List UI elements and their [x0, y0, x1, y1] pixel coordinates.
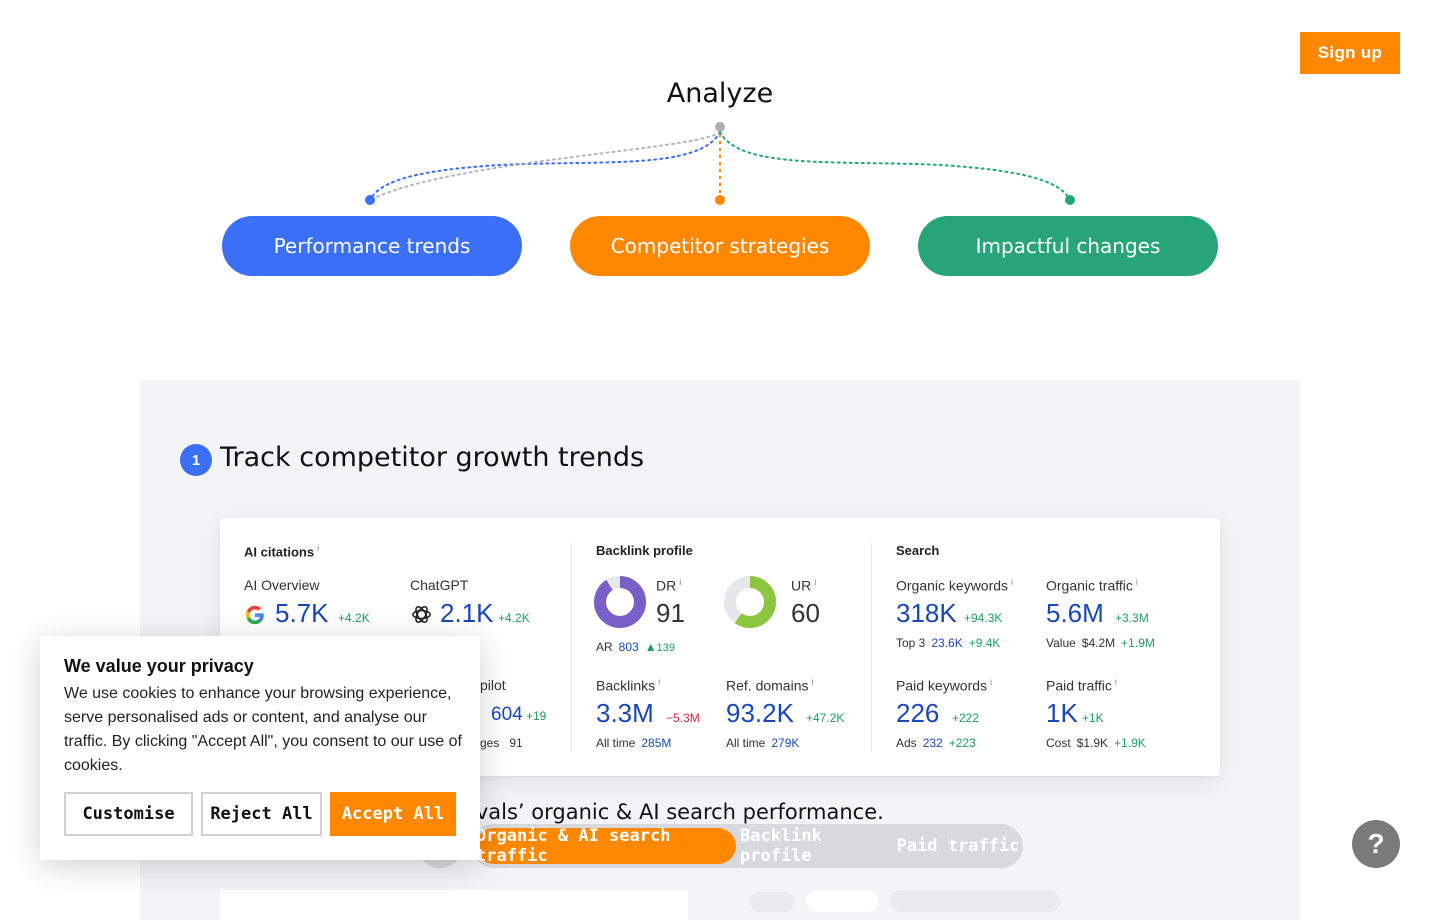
accept-all-button[interactable]: Accept All [330, 792, 456, 836]
google-icon [245, 605, 264, 625]
cookie-title: We value your privacy [64, 656, 254, 676]
ai-overview-label: AI Overview [244, 577, 320, 593]
analyze-heading: Analyze [666, 78, 774, 109]
paid-traffic-delta: +1K [1082, 711, 1104, 725]
info-icon[interactable]: i [679, 577, 682, 587]
tree-branch-blue [369, 131, 721, 201]
info-icon[interactable]: i [990, 677, 993, 687]
help-button[interactable]: ? [1352, 820, 1400, 868]
paid-keywords-label: Paid keywords i [896, 677, 993, 694]
section-subtitle: ivals’ organic & AI search performance. [470, 800, 884, 824]
backlink-profile-heading: Backlink profile [596, 543, 693, 558]
ads-stat: Ads 232 +223 [896, 736, 976, 750]
top3-stat: Top 3 23.6K +9.4K [896, 636, 1001, 650]
traffic-tabs: Organic & AI search traffic Backlink pro… [472, 824, 1023, 868]
dr-label: DR i [656, 577, 682, 594]
search-heading: Search [896, 543, 940, 558]
ur-label: UR i [791, 577, 817, 594]
ai-overview-delta: +4.2K [338, 611, 370, 625]
tree-root-node [715, 122, 725, 132]
dr-donut-fill [594, 576, 646, 628]
chatgpt-value: 2.1K [440, 598, 494, 628]
customise-button[interactable]: Customise [64, 792, 193, 836]
backlinks-value: 3.3M [596, 698, 654, 728]
organic-traffic-delta: +3.3M [1115, 611, 1149, 625]
info-icon[interactable]: i [1135, 577, 1138, 587]
ref-domains-delta: +47.2K [806, 711, 845, 725]
backlinks-delta: −5.3M [666, 711, 700, 725]
chatgpt-delta: +4.2K [498, 611, 530, 625]
paid-traffic-value: 1K [1046, 698, 1078, 728]
info-icon[interactable]: i [811, 677, 814, 687]
ref-domains-value: 93.2K [726, 698, 794, 728]
competitor-strategies-pill[interactable]: Competitor strategies [570, 216, 870, 276]
column-divider [871, 542, 872, 752]
section-title: Track competitor growth trends [220, 442, 645, 473]
ref-domains-alltime: All time 279K [726, 736, 800, 750]
organic-keywords-label: Organic keywords i [896, 577, 1014, 594]
ai-overview-value: 5.7K [275, 598, 329, 628]
ar-stat: AR 803 ▲139 [596, 640, 675, 654]
pages-stat: ges 91 [480, 736, 523, 750]
analyze-connector-tree [365, 122, 1075, 205]
step-number-badge: 1 [180, 444, 212, 476]
info-icon[interactable]: i [814, 577, 817, 587]
chatgpt-icon [412, 605, 431, 624]
sign-up-button[interactable]: Sign up [1300, 32, 1400, 74]
impactful-changes-pill[interactable]: Impactful changes [918, 216, 1218, 276]
filter-chip[interactable] [890, 890, 1060, 912]
info-icon[interactable]: i [1114, 677, 1117, 687]
filter-chip[interactable] [750, 892, 794, 912]
ur-value: 60 [791, 598, 820, 628]
tab-backlink-profile[interactable]: Backlink profile [740, 826, 822, 866]
ai-citations-heading: AI citations i [244, 543, 320, 560]
organic-traffic-value: 5.6M [1046, 598, 1104, 628]
performance-trends-pill[interactable]: Performance trends [222, 216, 522, 276]
paid-keywords-value: 226 [896, 698, 940, 728]
cost-stat: Cost $1.9K +1.9K [1046, 736, 1146, 750]
tree-node-blue [365, 195, 375, 205]
reject-all-button[interactable]: Reject All [201, 792, 322, 836]
tree-branch-green [719, 131, 1071, 201]
tree-node-orange [715, 195, 725, 205]
cookie-consent-dialog: We value your privacy We use cookies to … [40, 636, 480, 860]
column-divider [571, 542, 572, 752]
info-icon[interactable]: i [658, 677, 661, 687]
cookie-body: We use cookies to enhance your browsing … [64, 685, 462, 774]
tree-branch-blue-shade [369, 131, 721, 201]
copilot-value: 604 [491, 704, 523, 725]
paid-keywords-delta: +222 [952, 711, 980, 725]
tab-organic-ai-search-traffic[interactable]: Organic & AI search traffic [476, 826, 736, 866]
copilot-label: pilot [480, 677, 506, 693]
traffic-value-stat: Value $4.2M +1.9M [1046, 636, 1155, 650]
copilot-delta: +19 [526, 709, 547, 723]
ur-donut-chart [724, 576, 776, 628]
organic-keywords-value: 318K [896, 598, 957, 628]
filter-chip[interactable] [806, 890, 878, 912]
dr-donut-chart [594, 576, 646, 628]
ur-donut-fill [724, 576, 776, 628]
dr-value: 91 [656, 598, 685, 628]
info-icon[interactable]: i [1011, 577, 1014, 587]
organic-keywords-delta: +94.3K [964, 611, 1003, 625]
organic-traffic-label: Organic traffic i [1046, 577, 1138, 594]
info-icon[interactable]: i [317, 543, 320, 553]
paid-traffic-label: Paid traffic i [1046, 677, 1117, 694]
lower-panel [220, 890, 688, 920]
backlinks-alltime: All time 285M [596, 736, 672, 750]
ref-domains-label: Ref. domains i [726, 677, 814, 694]
tree-node-green [1065, 195, 1075, 205]
backlinks-label: Backlinks i [596, 677, 661, 694]
chatgpt-label: ChatGPT [410, 577, 469, 593]
tab-paid-traffic[interactable]: Paid traffic [896, 836, 1020, 856]
